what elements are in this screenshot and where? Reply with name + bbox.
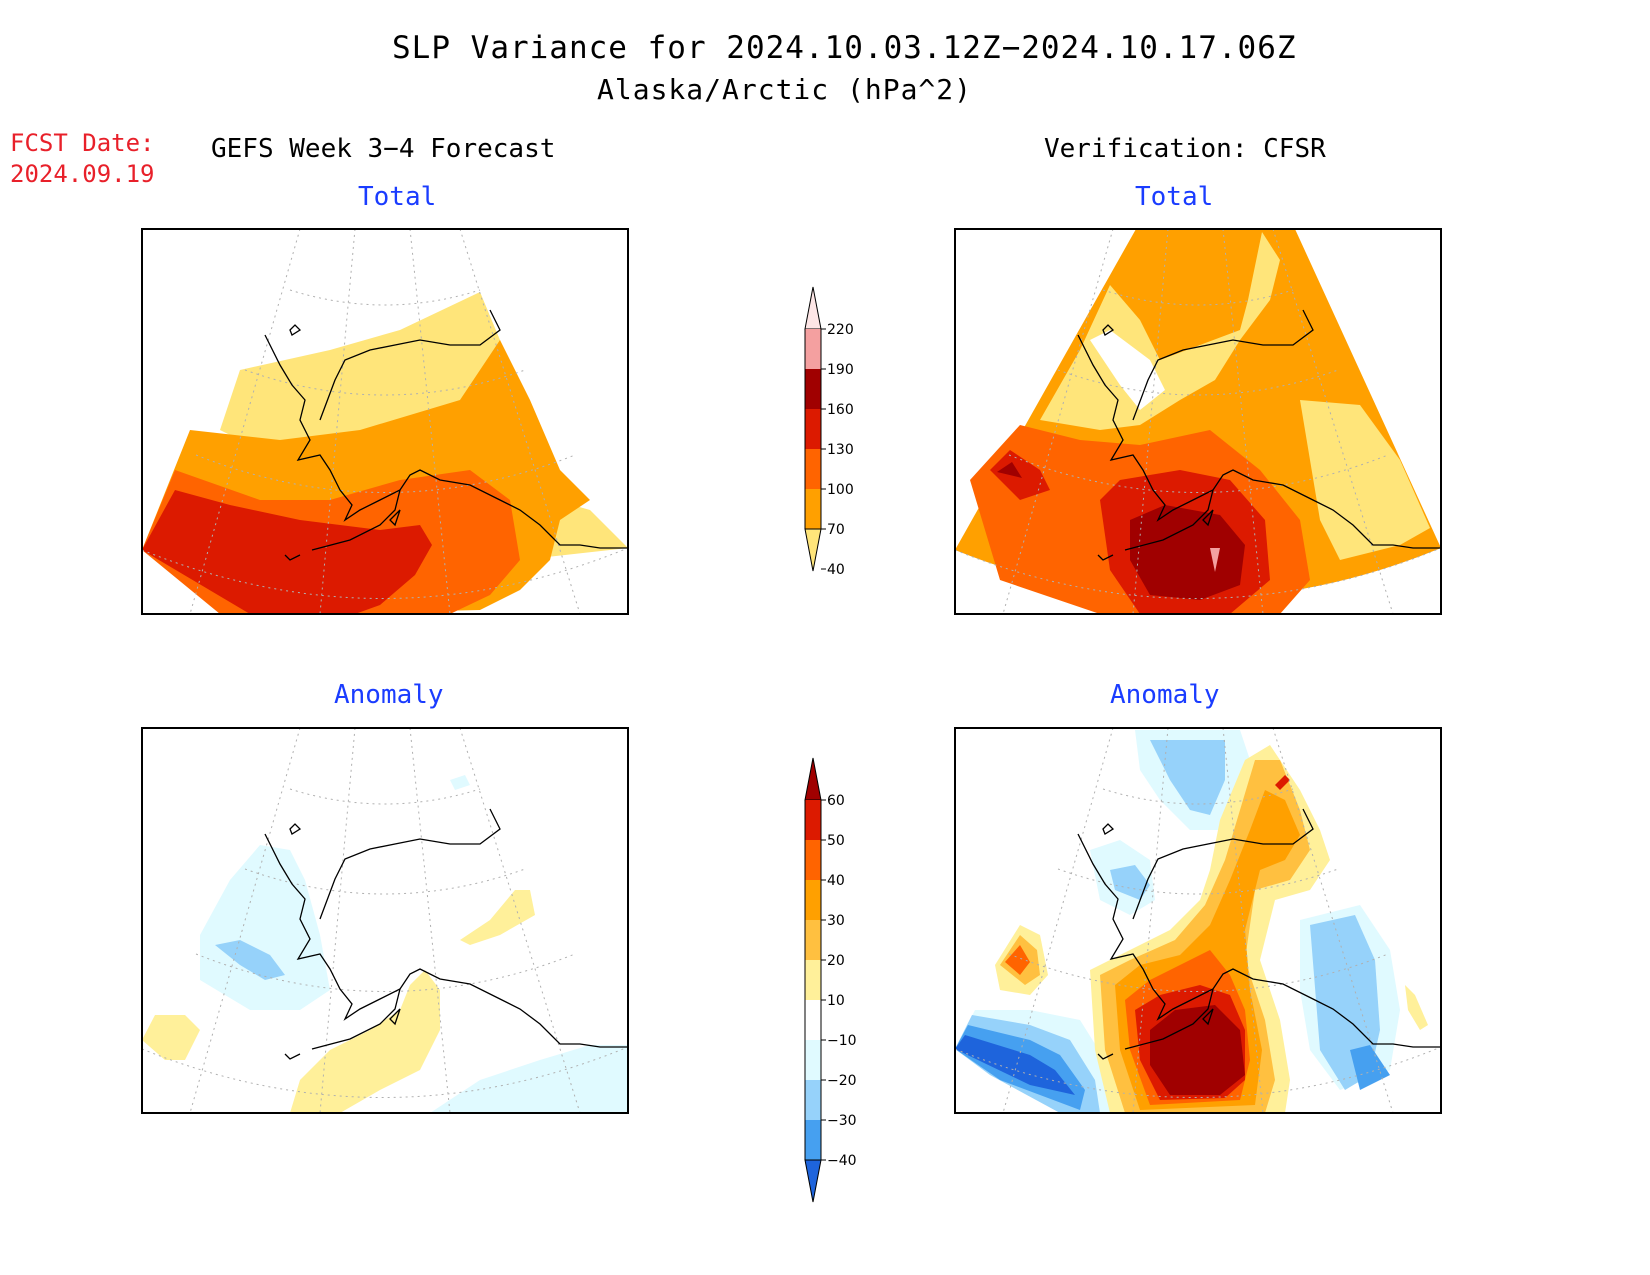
anomaly-colorbar-tick-label: 60 — [827, 793, 845, 809]
forecast-anomaly-map — [141, 727, 629, 1114]
total-colorbar-segment-4 — [805, 449, 821, 489]
verification-total-frame — [954, 228, 1442, 615]
anomaly-colorbar-tick-label: 40 — [827, 873, 845, 889]
forecast-total-grid — [142, 229, 628, 614]
anomaly-colorbar-segment-7 — [805, 1040, 821, 1080]
total-colorbar-segment-6 — [804, 528, 822, 572]
total-colorbar-segment-2 — [805, 369, 821, 409]
anomaly-colorbar-tick-label: −30 — [827, 1113, 857, 1129]
page-subtitle: Alaska/Arctic (hPa^2) — [597, 73, 973, 106]
verification-anomaly-label: Anomaly — [1110, 680, 1220, 710]
total-colorbar-tick-label: 40 — [827, 562, 845, 578]
anomaly-colorbar-segment-3 — [805, 880, 821, 920]
anomaly-colorbar-tick-label: 10 — [827, 993, 845, 1009]
total-colorbar-segment-1 — [805, 329, 821, 369]
forecast-anomaly-label: Anomaly — [334, 680, 444, 710]
forecast-total-frame — [141, 228, 629, 615]
total-colorbar-tick-label: 70 — [827, 522, 845, 538]
verification-header: Verification: CFSR — [1044, 134, 1326, 164]
forecast-anomaly-shading — [142, 775, 628, 1113]
anomaly-colorbar-tick-label: −10 — [827, 1033, 857, 1049]
anomaly-colorbar-segment-0 — [804, 757, 822, 801]
anomaly-colorbar-segment-1 — [805, 800, 821, 840]
verification-anomaly-coastline — [1077, 808, 1441, 1060]
verification-anomaly-grid — [955, 728, 1441, 1113]
verification-anomaly-frame — [954, 727, 1442, 1114]
anomaly-colorbar-segment-9 — [805, 1120, 821, 1160]
fcst-date-block: FCST Date: 2024.09.19 — [10, 128, 155, 190]
anomaly-colorbar-segment-5 — [805, 960, 821, 1000]
total-colorbar-tick-label: 160 — [827, 402, 854, 418]
anomaly-colorbar: 60 50 40 30 20 10 −10 −20 −30 −40 — [804, 757, 857, 1203]
verification-total-grid — [955, 229, 1441, 614]
anomaly-colorbar-segment-4 — [805, 920, 821, 960]
total-colorbar-segment-0 — [804, 286, 822, 330]
verification-total-coastline — [1077, 309, 1441, 561]
anomaly-colorbar-tick-label: −40 — [827, 1153, 857, 1169]
fcst-date-value: 2024.09.19 — [10, 160, 155, 188]
forecast-total-shading — [142, 292, 628, 614]
verification-anomaly-map — [954, 727, 1442, 1114]
verification-anomaly-shading — [955, 730, 1428, 1113]
anomaly-colorbar-tick-label: 20 — [827, 953, 845, 969]
anomaly-colorbar-segment-6 — [805, 1000, 821, 1040]
anomaly-colorbar-tick-label: 30 — [827, 913, 845, 929]
forecast-header: GEFS Week 3−4 Forecast — [211, 134, 556, 164]
anomaly-colorbar-segment-10 — [804, 1159, 822, 1203]
forecast-total-label: Total — [358, 182, 437, 212]
total-colorbar-segment-3 — [805, 409, 821, 449]
total-colorbar-tick-label: 100 — [827, 482, 854, 498]
forecast-anomaly-coastline — [264, 808, 628, 1060]
total-colorbar: 220 190 160 130 100 70 40 — [804, 286, 854, 578]
total-colorbar-tick-label: 190 — [827, 362, 854, 378]
anomaly-colorbar-segment-8 — [805, 1080, 821, 1120]
anomaly-colorbar-tick-label: −20 — [827, 1073, 857, 1089]
anomaly-colorbar-tick-label: 50 — [827, 833, 845, 849]
fcst-date-label: FCST Date: — [10, 129, 155, 157]
verification-total-shading — [955, 229, 1441, 614]
forecast-total-map — [141, 228, 629, 615]
forecast-anomaly-grid — [142, 728, 628, 1113]
verification-total-map — [954, 228, 1442, 615]
anomaly-colorbar-segment-2 — [805, 840, 821, 880]
total-colorbar-segment-5 — [805, 489, 821, 529]
forecast-total-coastline — [264, 309, 628, 561]
verification-total-label: Total — [1135, 182, 1214, 212]
page-title: SLP Variance for 2024.10.03.12Z−2024.10.… — [392, 30, 1297, 66]
forecast-anomaly-frame — [141, 727, 629, 1114]
total-colorbar-tick-label: 220 — [827, 322, 854, 338]
total-colorbar-tick-label: 130 — [827, 442, 854, 458]
